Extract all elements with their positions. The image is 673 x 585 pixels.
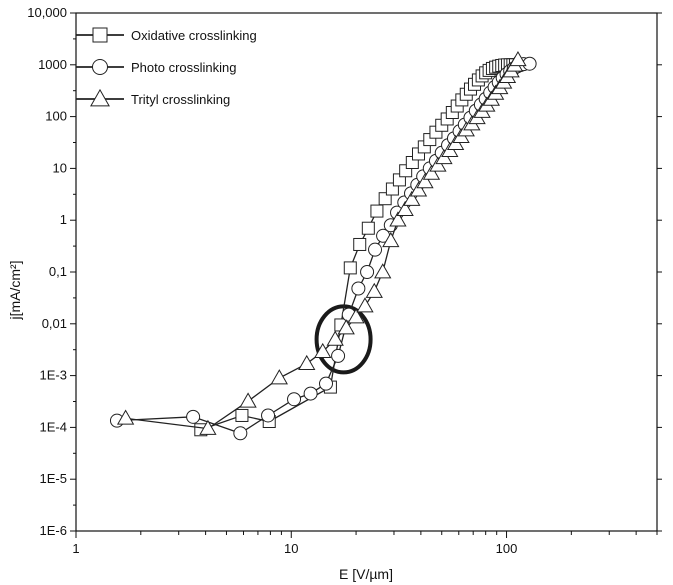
data-point [368, 242, 383, 257]
legend-marker [92, 59, 108, 75]
series-layer [109, 50, 537, 441]
legend-label: Photo crosslinking [131, 60, 237, 75]
data-point [186, 409, 201, 424]
data-point [361, 221, 375, 235]
data-point [337, 319, 355, 335]
data-point [403, 190, 421, 206]
x-axis-title: E [V/µm] [339, 566, 393, 582]
data-point [235, 408, 249, 422]
y-tick-label: 10 [53, 160, 67, 175]
y-tick-label: 0,01 [42, 316, 67, 331]
y-tick-label: 10,000 [27, 5, 67, 20]
series-triangle [116, 50, 527, 435]
data-point [356, 297, 374, 313]
data-point [416, 173, 434, 189]
legend-item: Oxidative crosslinking [76, 27, 257, 43]
data-point [319, 376, 334, 391]
data-point [298, 354, 316, 371]
series-circle [109, 56, 537, 441]
data-point [347, 308, 365, 324]
data-point [343, 261, 357, 275]
data-point [422, 164, 441, 180]
y-tick-label: 1E-4 [40, 419, 67, 434]
data-point [116, 409, 135, 425]
data-point [270, 369, 288, 385]
data-point [233, 426, 248, 441]
data-point [326, 330, 344, 346]
y-tick-label: 1000 [38, 57, 67, 72]
legend-label: Trityl crosslinking [131, 92, 230, 107]
data-point [509, 50, 527, 67]
legend: Oxidative crosslinking Photo crosslinking… [76, 27, 257, 107]
x-tick-label: 10 [284, 541, 298, 556]
y-tick-label: 0,1 [49, 264, 67, 279]
data-point [382, 232, 400, 248]
data-point [351, 281, 366, 296]
x-tick-label: 1 [72, 541, 79, 556]
legend-marker [92, 27, 108, 43]
x-tick-label: 100 [496, 541, 518, 556]
data-point [409, 181, 428, 197]
y-tick-label: 100 [45, 109, 67, 124]
data-point [199, 419, 217, 435]
data-point [360, 265, 375, 279]
data-point [370, 204, 384, 218]
legend-marker [90, 88, 110, 107]
y-tick-label: 1E-5 [40, 471, 67, 486]
data-point [239, 392, 257, 408]
y-tick-label: 1E-6 [40, 523, 67, 538]
y-tick-label: 1E-3 [40, 368, 67, 383]
data-point [365, 282, 383, 298]
legend-item: Trityl crosslinking [76, 88, 230, 107]
data-point [353, 237, 367, 251]
legend-label: Oxidative crosslinking [131, 28, 257, 43]
legend-item: Photo crosslinking [76, 59, 237, 75]
y-axis-title: j[mA/cm²] [7, 260, 23, 320]
data-point [331, 348, 346, 363]
series-line [125, 59, 519, 430]
data-point [303, 386, 318, 401]
data-point [389, 211, 407, 227]
data-point [261, 408, 276, 423]
data-point [314, 342, 332, 358]
data-point [287, 392, 302, 407]
axes: 10,000 1000 100 10 1 0,1 0,01 1E-3 1E-4 1E-5 1E-6 1… [27, 5, 662, 556]
data-point [374, 263, 392, 279]
data-point [396, 200, 414, 216]
y-tick-label: 1 [60, 212, 67, 227]
data-point [378, 192, 392, 206]
data-point [429, 156, 447, 172]
